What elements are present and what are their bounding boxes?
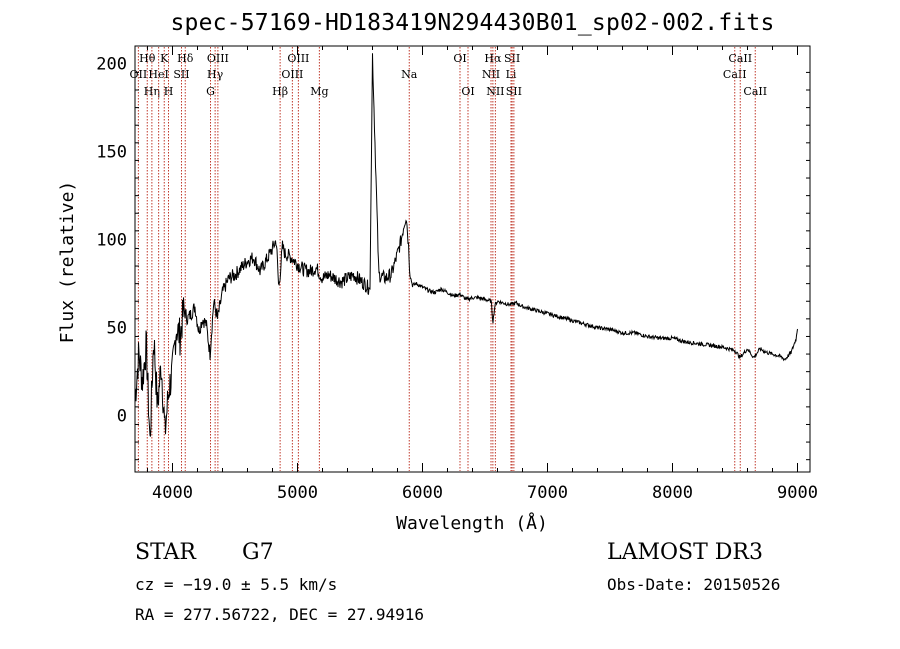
line-label-OI: OI bbox=[461, 85, 474, 98]
survey-name: LAMOST DR3 bbox=[607, 540, 763, 565]
chart-title: spec-57169-HD183419N294430B01_sp02-002.f… bbox=[170, 10, 775, 36]
y-tick-label: 50 bbox=[107, 319, 127, 339]
spectrum-layer bbox=[134, 53, 798, 437]
y-axis-label: Flux (relative) bbox=[57, 181, 78, 344]
x-tick-label: 6000 bbox=[402, 483, 443, 503]
line-label-OII: OII bbox=[130, 68, 148, 81]
line-label-SII: SII bbox=[173, 68, 189, 81]
y-axis: 0 50 100 150 200 bbox=[96, 55, 810, 461]
line-label-Hα: Hα bbox=[484, 52, 502, 65]
line-label-H: H bbox=[164, 85, 174, 98]
x-tick-label: 9000 bbox=[777, 483, 818, 503]
x-tick-label: 4000 bbox=[152, 483, 193, 503]
line-label-OIII: OIII bbox=[207, 52, 229, 65]
subclass: G7 bbox=[242, 540, 274, 565]
x-tick-label: 8000 bbox=[652, 483, 693, 503]
line-label-SII: SII bbox=[506, 85, 522, 98]
y-tick-label: 0 bbox=[117, 407, 127, 427]
line-label-K: K bbox=[160, 52, 169, 65]
line-label-SII: SII bbox=[504, 52, 520, 65]
plot-frame bbox=[134, 45, 811, 473]
x-tick-label: 7000 bbox=[527, 483, 568, 503]
x-axis: 4000 5000 6000 7000 8000 9000 bbox=[147, 46, 818, 503]
line-label-G: G bbox=[206, 85, 215, 98]
line-label-Hθ: Hθ bbox=[139, 52, 156, 65]
line-label-Mg: Mg bbox=[310, 85, 328, 98]
line-label-OI: OI bbox=[453, 52, 466, 65]
line-label-Na: Na bbox=[401, 68, 418, 81]
y-tick-label: 200 bbox=[96, 55, 127, 75]
spectrum-line bbox=[134, 53, 798, 437]
line-label-Hγ: Hγ bbox=[207, 68, 224, 81]
line-label-CaII: CaII bbox=[743, 85, 767, 98]
y-tick-label: 100 bbox=[96, 231, 127, 251]
line-label-CaII: CaII bbox=[728, 52, 752, 65]
coordinates: RA = 277.56722, DEC = 27.94916 bbox=[135, 605, 424, 624]
y-tick-label: 150 bbox=[96, 143, 127, 163]
object-class: STAR bbox=[135, 540, 196, 565]
line-label-NII: NII bbox=[482, 68, 500, 81]
x-tick-label: 5000 bbox=[277, 483, 318, 503]
line-markers: OII Hθ Hη HeI K H SII Hδ G Hγ OIII Hβ OIII OIII Mg Na OI… bbox=[130, 47, 767, 471]
x-axis-label: Wavelength (Å) bbox=[396, 512, 548, 534]
obs-date: Obs-Date: 20150526 bbox=[607, 575, 781, 594]
line-label-NII: NII bbox=[486, 85, 504, 98]
line-label-OIII: OIII bbox=[287, 52, 309, 65]
line-label-Hδ: Hδ bbox=[177, 52, 194, 65]
line-label-OIII: OIII bbox=[281, 68, 303, 81]
line-label-Li: Li bbox=[506, 68, 517, 81]
line-label-Hη: Hη bbox=[144, 85, 160, 98]
line-label-Hβ: Hβ bbox=[272, 85, 288, 98]
line-label-CaII: CaII bbox=[723, 68, 747, 81]
redshift-value: cz = −19.0 ± 5.5 km/s bbox=[135, 575, 338, 594]
line-label-HeI: HeI bbox=[148, 68, 168, 81]
